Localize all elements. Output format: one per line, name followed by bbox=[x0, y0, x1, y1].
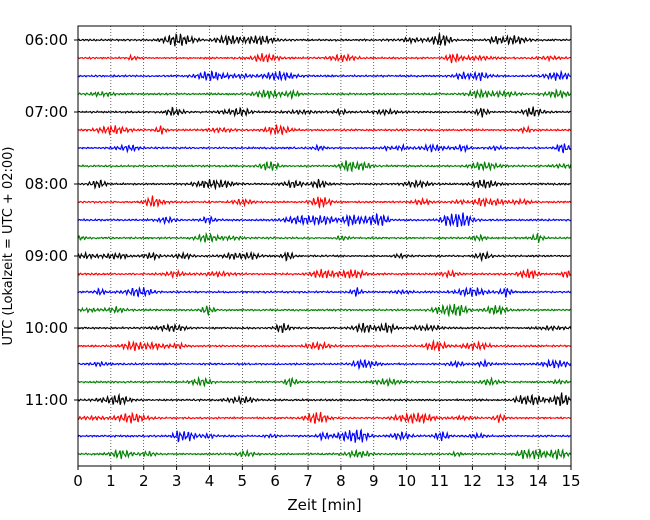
x-tick-label-10: 10 bbox=[397, 472, 416, 490]
y-tick-label-10:00: 10:00 bbox=[25, 319, 68, 337]
x-tick-label-7: 7 bbox=[303, 472, 313, 490]
trace-0945 bbox=[77, 303, 572, 318]
y-tick-label-08:00: 08:00 bbox=[25, 175, 68, 193]
x-tick-label-14: 14 bbox=[529, 472, 548, 490]
y-axis-label: UTC (Lokalzeit = UTC + 02:00) bbox=[1, 147, 16, 346]
x-tick-label-6: 6 bbox=[270, 472, 280, 490]
x-tick-label-3: 3 bbox=[172, 472, 182, 490]
y-tick-label-09:00: 09:00 bbox=[25, 247, 68, 265]
trace-0815 bbox=[77, 195, 572, 209]
trace-0745 bbox=[77, 160, 572, 173]
seismic-traces bbox=[77, 33, 572, 461]
x-tick-label-11: 11 bbox=[430, 472, 449, 490]
x-tick-label-4: 4 bbox=[205, 472, 215, 490]
trace-1015 bbox=[77, 339, 572, 352]
trace-0800 bbox=[77, 178, 572, 191]
y-axis-ticks: 06:00 07:00 08:00 09:00 10:00 11:00 bbox=[25, 31, 78, 409]
trace-1000 bbox=[77, 322, 572, 335]
trace-1100 bbox=[77, 392, 572, 407]
trace-0845 bbox=[77, 231, 572, 243]
trace-0915 bbox=[77, 268, 572, 280]
trace-1045 bbox=[77, 375, 572, 388]
x-tick-label-13: 13 bbox=[496, 472, 515, 490]
x-tick-label-9: 9 bbox=[369, 472, 379, 490]
trace-1115 bbox=[77, 411, 572, 425]
x-tick-label-0: 0 bbox=[73, 472, 83, 490]
x-tick-label-12: 12 bbox=[463, 472, 482, 490]
trace-0615 bbox=[77, 52, 572, 64]
x-axis-label: Zeit [min] bbox=[287, 496, 361, 514]
trace-0645 bbox=[77, 88, 572, 101]
x-tick-label-8: 8 bbox=[336, 472, 346, 490]
x-tick-label-5: 5 bbox=[238, 472, 248, 490]
plot-frame bbox=[77, 25, 572, 467]
trace-1130 bbox=[77, 428, 572, 443]
y-tick-label-06:00: 06:00 bbox=[25, 31, 68, 49]
x-tick-label-1: 1 bbox=[106, 472, 116, 490]
y-tick-label-07:00: 07:00 bbox=[25, 103, 68, 121]
trace-0630 bbox=[77, 69, 572, 82]
trace-0930 bbox=[77, 285, 572, 298]
x-axis-ticks: 0 1 2 3 4 5 6 7 8 9 10 11 12 13 14 15 bbox=[73, 466, 581, 490]
trace-0730 bbox=[77, 142, 572, 154]
y-tick-label-11:00: 11:00 bbox=[25, 391, 68, 409]
trace-0600 bbox=[77, 33, 572, 47]
grid-lines bbox=[110, 26, 539, 466]
trace-1030 bbox=[77, 358, 572, 371]
trace-1145 bbox=[77, 448, 572, 461]
plot-background bbox=[78, 26, 571, 466]
x-tick-label-2: 2 bbox=[139, 472, 149, 490]
trace-0700 bbox=[77, 106, 572, 118]
trace-0830 bbox=[77, 212, 572, 228]
x-tick-label-15: 15 bbox=[561, 472, 580, 490]
trace-0900 bbox=[77, 250, 572, 263]
trace-0715 bbox=[77, 123, 572, 137]
